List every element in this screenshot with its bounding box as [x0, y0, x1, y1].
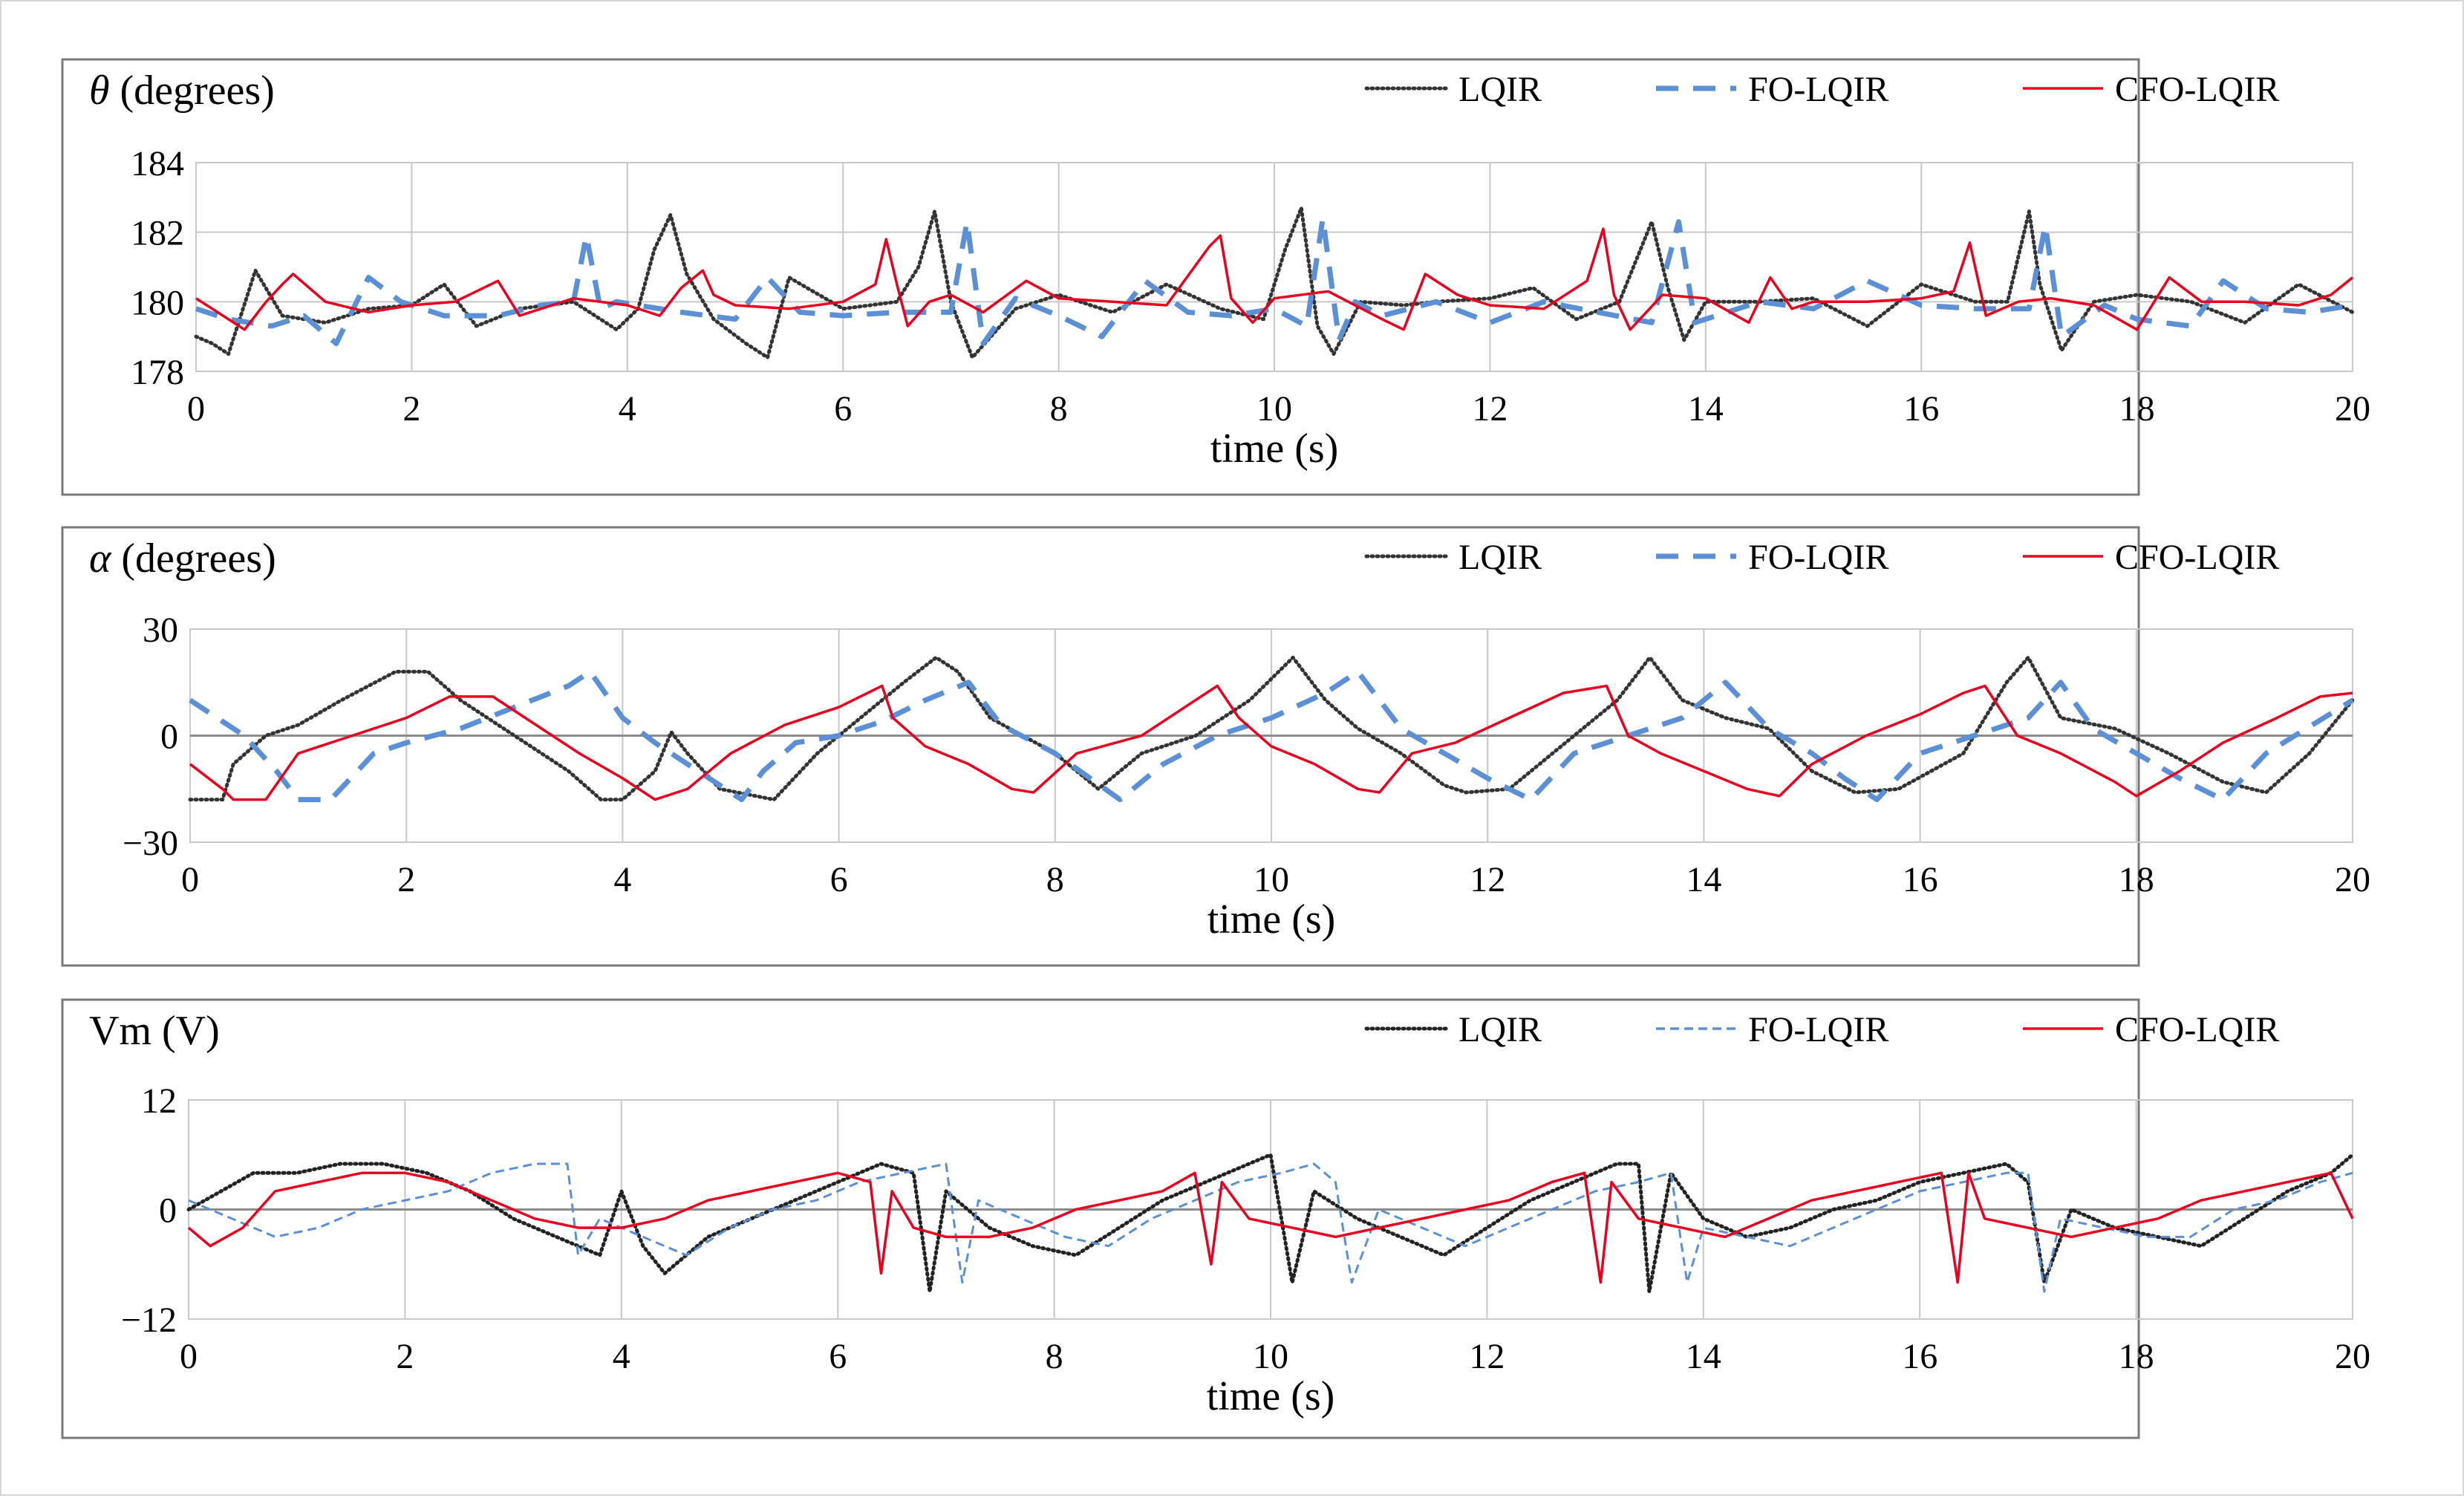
chart-voltage-title-text: Vm (V)	[89, 1008, 220, 1054]
chart-theta-x-tick-label: 18	[2119, 389, 2155, 429]
chart-alpha-x-tick-label: 20	[2335, 860, 2370, 899]
chart-voltage-x-tick-label: 14	[1686, 1337, 1721, 1376]
chart-alpha-series-fo-lqir	[189, 668, 2354, 803]
chart-voltage-series-cfo-lqir	[187, 1171, 2354, 1284]
chart-theta-x-tick-label: 14	[1688, 389, 1724, 429]
chart-theta-legend-label: CFO-LQIR	[2115, 70, 2279, 109]
chart-alpha-legend-label: LQIR	[1458, 538, 1542, 577]
chart-voltage-legend-label: CFO-LQIR	[2115, 1010, 2279, 1049]
chart-alpha-title: α (degrees)	[89, 535, 276, 582]
chart-theta-title-symbol: θ	[89, 68, 110, 114]
chart-panel-theta: 0 2 4 6 8 10 12 14 16 18 20 178 180 182 184 θ (degrees)…	[61, 58, 2370, 496]
chart-theta-series-lqir	[194, 206, 2355, 359]
chart-theta-x-tick-label: 12	[1472, 389, 1508, 429]
chart-alpha-x-tick-label: 18	[2119, 860, 2154, 899]
chart-voltage-y-tick-label: −12	[121, 1300, 177, 1340]
chart-theta-legend-label: FO-LQIR	[1748, 70, 1888, 109]
chart-alpha-legend-label: FO-LQIR	[1748, 538, 1888, 577]
chart-theta-plot-area	[195, 162, 2353, 372]
chart-alpha-series-lqir	[188, 655, 2355, 802]
chart-alpha-y-tick-label: 0	[160, 717, 178, 757]
chart-alpha-x-tick-label: 10	[1254, 860, 1289, 899]
chart-alpha-x-axis-label: time (s)	[1207, 896, 1336, 942]
chart-voltage-border	[61, 998, 2140, 1439]
chart-alpha-title-symbol: α	[89, 535, 112, 582]
chart-alpha-x-tick-label: 8	[1046, 860, 1064, 899]
chart-voltage-x-tick-label: 20	[2335, 1337, 2370, 1376]
chart-voltage-x-axis-label: time (s)	[1207, 1373, 1335, 1419]
chart-voltage-x-tick-label: 0	[180, 1337, 198, 1376]
chart-alpha-x-tick-label: 0	[181, 860, 199, 899]
chart-voltage-legend-label: FO-LQIR	[1748, 1010, 1888, 1049]
chart-voltage-x-tick-label: 6	[829, 1337, 847, 1376]
chart-theta-y-tick-label: 184	[131, 144, 184, 183]
chart-theta-x-tick-label: 2	[402, 389, 420, 429]
chart-voltage-legend-label: LQIR	[1458, 1010, 1542, 1049]
chart-theta-x-tick-label: 16	[1903, 389, 1939, 429]
chart-alpha-series-cfo-lqir	[189, 684, 2353, 801]
chart-theta-x-tick-label: 4	[619, 389, 636, 429]
chart-theta-x-tick-label: 20	[2335, 389, 2370, 429]
chart-voltage-x-tick-label: 16	[1902, 1337, 1937, 1376]
chart-theta-y-tick-label: 182	[131, 214, 184, 253]
chart-voltage-x-tick-label: 10	[1253, 1337, 1288, 1376]
chart-theta-border	[61, 58, 2140, 496]
chart-theta-series-cfo-lqir	[195, 227, 2354, 331]
chart-theta-title-text: (degrees)	[110, 68, 275, 114]
chart-alpha-y-tick-label: 30	[143, 611, 178, 650]
chart-voltage-y-tick-label: 12	[141, 1081, 177, 1121]
chart-voltage-series-fo-lqir	[188, 1162, 2353, 1293]
chart-alpha-x-tick-label: 12	[1470, 860, 1505, 899]
chart-theta-y-tick-label: 180	[131, 283, 184, 322]
chart-alpha-y-tick-label: −30	[123, 824, 178, 863]
chart-theta-x-tick-label: 10	[1257, 389, 1292, 429]
chart-theta-title: θ (degrees)	[89, 68, 275, 114]
chart-alpha-x-tick-label: 14	[1686, 860, 1721, 899]
chart-alpha-legend-label: CFO-LQIR	[2115, 538, 2279, 577]
chart-voltage-x-tick-label: 2	[396, 1337, 414, 1376]
chart-alpha-x-tick-label: 4	[613, 860, 631, 899]
chart-alpha-x-tick-label: 6	[830, 860, 848, 899]
chart-theta-x-tick-label: 6	[834, 389, 852, 429]
chart-voltage-x-tick-label: 12	[1469, 1337, 1505, 1376]
chart-alpha-title-text: (degrees)	[111, 535, 276, 582]
chart-voltage-y-tick-label: 0	[159, 1191, 177, 1231]
chart-voltage-x-tick-label: 18	[2119, 1337, 2154, 1376]
chart-theta-y-tick-label: 178	[131, 353, 184, 392]
chart-voltage-x-tick-label: 8	[1046, 1337, 1063, 1376]
chart-theta-x-tick-label: 8	[1050, 389, 1068, 429]
chart-voltage-x-tick-label: 4	[613, 1337, 630, 1376]
chart-voltage-series-lqir	[186, 1153, 2355, 1294]
chart-voltage-title: Vm (V)	[89, 1008, 220, 1054]
chart-theta-x-axis-label: time (s)	[1210, 426, 1339, 472]
chart-theta-legend-label: LQIR	[1458, 70, 1542, 109]
chart-alpha-x-tick-label: 2	[397, 860, 415, 899]
chart-theta-x-tick-label: 0	[187, 389, 205, 429]
chart-alpha-x-tick-label: 16	[1903, 860, 1938, 899]
